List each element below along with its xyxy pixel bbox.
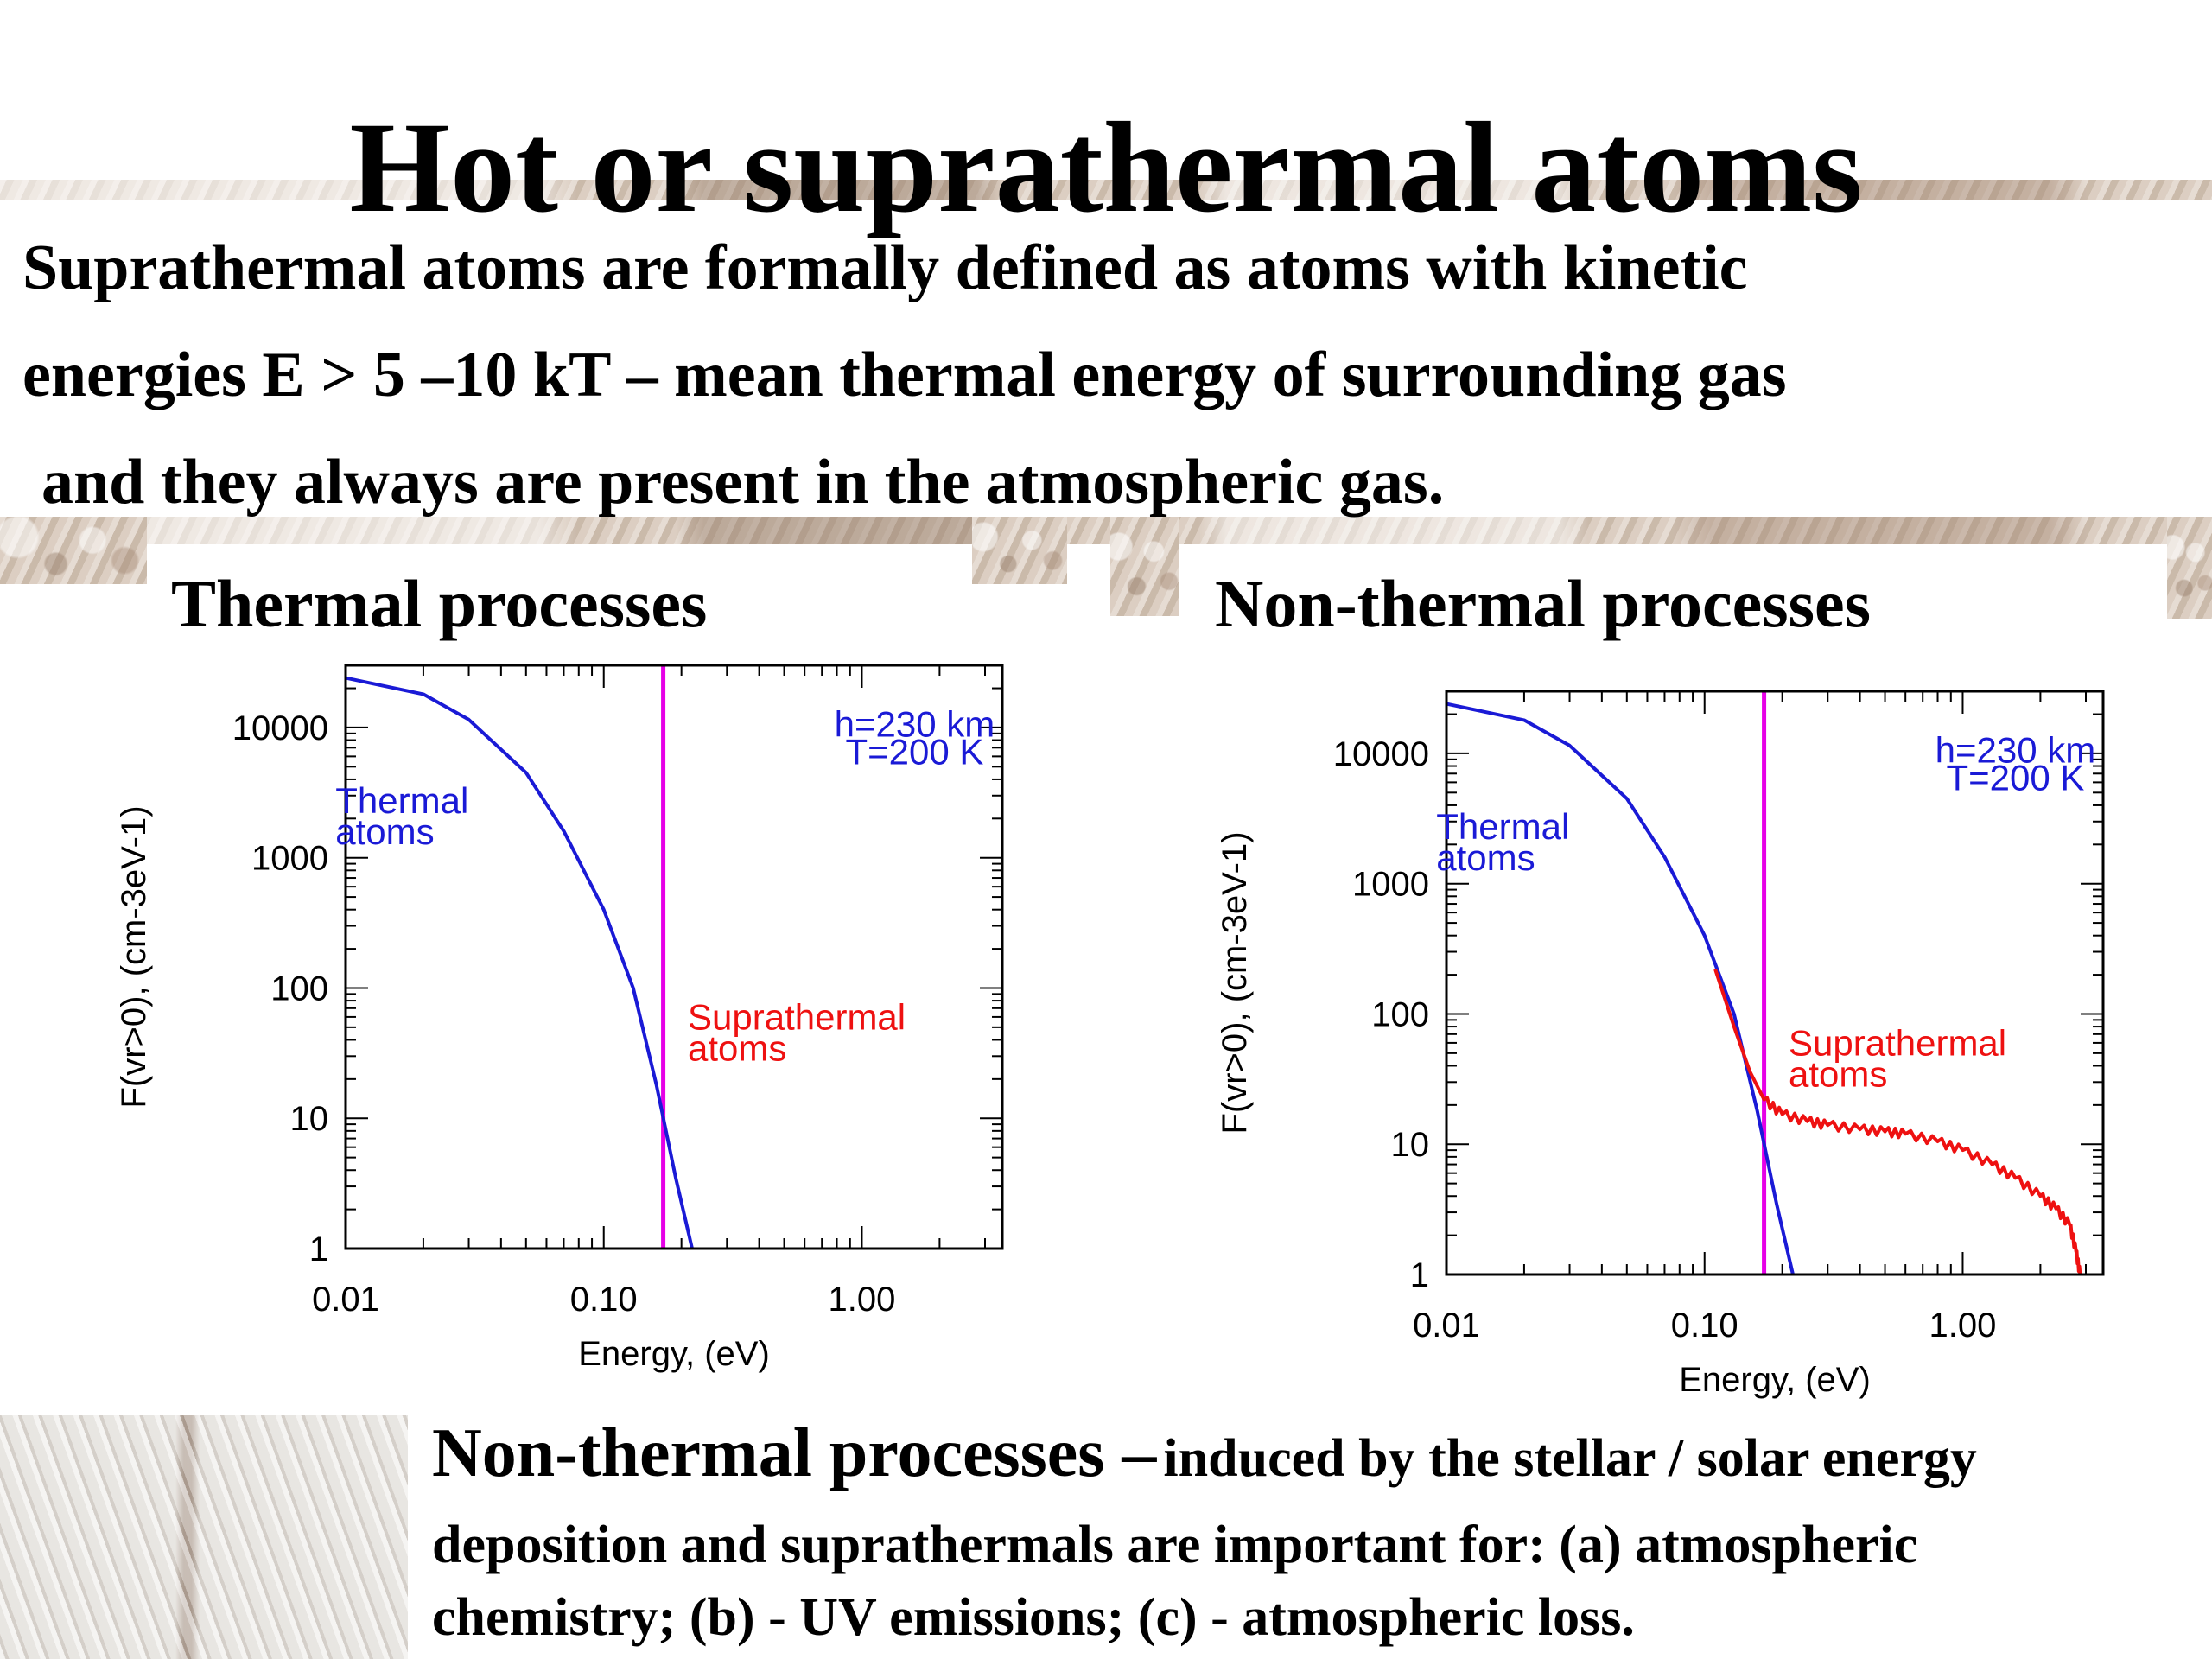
x-tick-label: 0.10 xyxy=(1671,1306,1738,1344)
y-tick-label: 1000 xyxy=(251,840,328,878)
y-axis-label: F(vr>0), (cm-3eV-1) xyxy=(1216,831,1254,1134)
suprathermal-label: atoms xyxy=(1789,1054,1887,1095)
chart-annotation-line: T=200 K xyxy=(1946,758,2084,798)
x-tick-label: 0.01 xyxy=(312,1281,379,1319)
suprathermal-curve xyxy=(1713,969,2082,1275)
thermal-label: atoms xyxy=(335,811,434,852)
intro-line-2: energies E > 5 –10 kT – mean thermal ene… xyxy=(22,340,1787,410)
intro-line-1: Suprathermal atoms are formally defined … xyxy=(22,232,1748,303)
y-tick-label: 100 xyxy=(270,969,328,1007)
slide-title: Hot or suprathermal atoms xyxy=(349,95,1863,239)
decorative-stone-band-middle xyxy=(0,517,2212,544)
y-tick-label: 10000 xyxy=(1333,735,1429,773)
non-thermal-panel-title: Non-thermal processes xyxy=(1215,566,1871,641)
decorative-stone-block-mid-left xyxy=(972,517,1067,584)
y-tick-label: 10 xyxy=(1391,1126,1430,1164)
thermal-label: Thermal xyxy=(1436,806,1569,847)
plot-frame xyxy=(344,664,1004,1250)
decorative-stone-block-left xyxy=(0,517,147,584)
x-tick-label: 0.10 xyxy=(570,1281,638,1319)
y-tick-label: 10 xyxy=(290,1100,329,1138)
bottom-paragraph: Non-thermal processes – induced by the s… xyxy=(432,1417,2203,1654)
thermal-distribution-chart: 0.01 0.10 1.00 1 10 100 1000 10000 Energy, (eV) F… xyxy=(115,664,1004,1373)
decorative-stone-band-top xyxy=(0,180,2212,200)
bottom-line-1: induced by the stellar / solar energy xyxy=(1163,1429,1977,1488)
bottom-lead: Non-thermal processes – xyxy=(432,1415,1157,1491)
suprathermal-label: Suprathermal xyxy=(1789,1023,2006,1064)
chart-annotation-line: h=230 km xyxy=(1936,730,2096,771)
x-tick-label: 1.00 xyxy=(829,1281,896,1319)
intro-line-3: and they always are present in the atmos… xyxy=(41,447,1445,518)
x-axis-label: Energy, (eV) xyxy=(1679,1361,1871,1399)
thermal-label: Thermal xyxy=(335,780,468,821)
non-thermal-distribution-chart: 0.01 0.10 1.00 1 10 100 1000 10000 Energy, (eV) F… xyxy=(1216,690,2105,1399)
plot-area xyxy=(1445,690,2105,1276)
thermal-label: atoms xyxy=(1436,837,1535,878)
x-tick-label: 0.01 xyxy=(1413,1306,1480,1344)
y-tick-label: 1 xyxy=(1410,1256,1429,1294)
y-tick-label: 1000 xyxy=(1352,866,1429,904)
decorative-stone-block-mid xyxy=(1110,517,1179,616)
y-axis-label: F(vr>0), (cm-3eV-1) xyxy=(115,805,153,1108)
intro-paragraph: Suprathermal atoms are formally defined … xyxy=(22,214,2183,536)
x-tick-label: 1.00 xyxy=(1929,1306,1997,1344)
decorative-branch-image xyxy=(0,1415,408,1659)
thermal-panel-title: Thermal processes xyxy=(171,566,708,641)
chart-annotation-line: T=200 K xyxy=(845,732,983,772)
y-tick-label: 100 xyxy=(1371,995,1429,1033)
thermal-curve xyxy=(345,676,694,1249)
chart-annotation-line: h=230 km xyxy=(835,704,995,745)
bottom-line-3: chemistry; (b) - UV emissions; (c) - atm… xyxy=(432,1588,1635,1647)
plot-area xyxy=(344,664,1004,1250)
suprathermal-label: Suprathermal xyxy=(688,997,906,1038)
y-tick-label: 1 xyxy=(309,1230,328,1268)
y-tick-label: 10000 xyxy=(232,709,328,747)
suprathermal-label: atoms xyxy=(688,1028,786,1069)
bottom-line-2: deposition and suprathermals are importa… xyxy=(432,1516,1918,1574)
thermal-curve xyxy=(1446,702,1795,1275)
plot-frame xyxy=(1445,690,2105,1276)
decorative-stone-block-right xyxy=(2167,517,2212,619)
x-axis-label: Energy, (eV) xyxy=(578,1335,770,1373)
